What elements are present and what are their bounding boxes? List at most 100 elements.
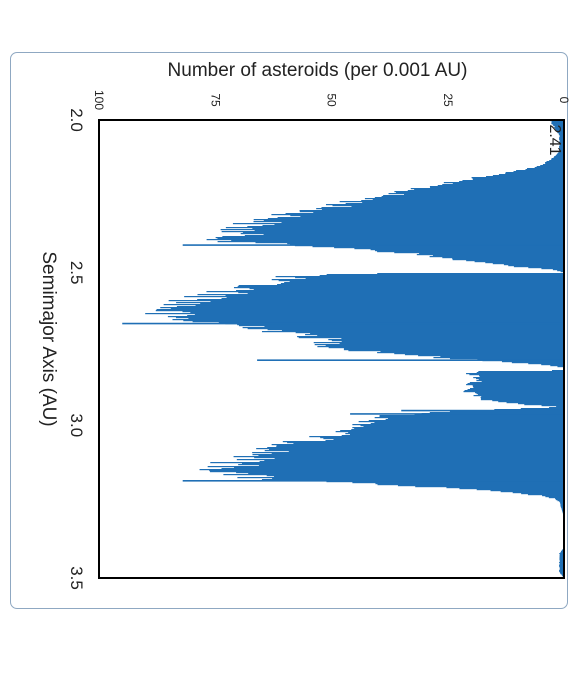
histogram-bar [466, 384, 564, 386]
histogram-bar [233, 287, 564, 289]
histogram-bar [231, 240, 564, 242]
histogram-bar [473, 395, 564, 397]
histogram-bar [377, 352, 564, 354]
histogram-bar [187, 315, 564, 317]
histogram-bar [372, 199, 564, 201]
histogram-bar [559, 560, 564, 562]
histogram-bar [551, 121, 564, 123]
histogram-bar [541, 364, 564, 366]
histogram-bar [560, 502, 564, 504]
histogram-bar [404, 354, 564, 356]
histogram-peak-bar [401, 409, 564, 412]
histogram-bar [339, 201, 564, 203]
histogram-bar [261, 479, 564, 481]
histogram-bar [264, 460, 564, 462]
histogram-bar [351, 429, 564, 431]
histogram-bar [190, 312, 564, 314]
x-tick-label: 2.5 [67, 261, 86, 285]
histogram-bar [416, 254, 564, 256]
histogram-bar [546, 161, 564, 163]
histogram-bar [388, 193, 564, 195]
histogram-bar [394, 252, 564, 254]
histogram-bar [542, 164, 564, 166]
histogram-bar [415, 486, 564, 488]
histogram-bar [281, 222, 564, 224]
histogram-bar [472, 385, 564, 387]
histogram-bar [253, 221, 564, 223]
histogram-bar [472, 178, 564, 180]
histogram-bar [492, 400, 564, 402]
histogram-bar [188, 318, 564, 320]
histogram-bar [271, 214, 564, 216]
histogram-bar [560, 271, 564, 273]
histogram-bar [271, 453, 564, 455]
histogram-bar [221, 231, 564, 233]
histogram-bar [557, 153, 564, 155]
histogram-bar [459, 488, 564, 490]
histogram-bar [476, 378, 564, 380]
histogram-bar [560, 506, 564, 508]
histogram-bar [462, 180, 564, 182]
histogram-bar [429, 186, 564, 188]
histogram-bar [252, 452, 564, 454]
histogram-bar [478, 371, 564, 373]
histogram-bar [560, 551, 564, 553]
histogram-bar [236, 290, 565, 292]
histogram-bar [442, 184, 564, 186]
histogram-bar [442, 257, 564, 259]
histogram-bar [383, 195, 564, 197]
histogram-bar [155, 310, 564, 312]
histogram-bar [325, 204, 564, 206]
histogram-peak-bar [182, 244, 564, 246]
histogram-bar [225, 227, 564, 229]
histogram-bar [558, 152, 564, 154]
histogram-bar [287, 442, 564, 444]
histogram-bar [549, 407, 564, 409]
histogram-bar [244, 235, 564, 237]
y-tick-label: 75 [208, 93, 222, 107]
histogram-bar [206, 291, 564, 293]
histogram-bar [370, 423, 564, 425]
histogram-bar [476, 393, 564, 395]
histogram-bar [312, 246, 564, 248]
histogram-bar [310, 333, 564, 335]
histogram-bar [236, 472, 564, 474]
histogram-bar [554, 126, 564, 128]
histogram-bar [237, 286, 564, 288]
histogram-bar [209, 470, 564, 472]
histogram-bar [511, 362, 564, 364]
histogram-bar [314, 344, 564, 346]
histogram-bar [559, 147, 564, 149]
gap-annotation: 2.41 [546, 124, 563, 155]
x-axis-ticks: 2.0 2.5 3.0 3.5 [67, 108, 86, 590]
histogram-bar [474, 261, 564, 263]
histogram-bar [479, 375, 564, 377]
histogram-bar [263, 234, 564, 236]
histogram-bar [394, 191, 564, 193]
histogram-bar [541, 268, 564, 270]
histogram-bar [240, 233, 564, 235]
histogram-bar [242, 232, 564, 234]
histogram-bar [377, 484, 564, 486]
histogram-bar [170, 308, 565, 310]
histogram-bar [477, 394, 564, 396]
histogram-bar [184, 296, 564, 298]
histogram-bar [558, 151, 564, 153]
histogram-bar [494, 409, 564, 411]
histogram-bar [332, 205, 564, 207]
histogram-bar [218, 322, 565, 324]
histogram-bar [264, 450, 564, 452]
histogram-bar [267, 218, 564, 220]
histogram-bar [345, 203, 564, 205]
histogram-bar [290, 215, 564, 217]
histogram-bar [486, 176, 564, 178]
histogram-bar [253, 219, 564, 221]
histogram-bar [505, 173, 564, 175]
histogram-bar [449, 358, 564, 360]
histogram-bar [559, 557, 564, 559]
histogram-bar [559, 137, 564, 139]
histogram-bar [559, 145, 564, 147]
histogram-bar [476, 372, 564, 374]
histogram-bar [272, 478, 564, 480]
histogram-bar [469, 374, 564, 376]
